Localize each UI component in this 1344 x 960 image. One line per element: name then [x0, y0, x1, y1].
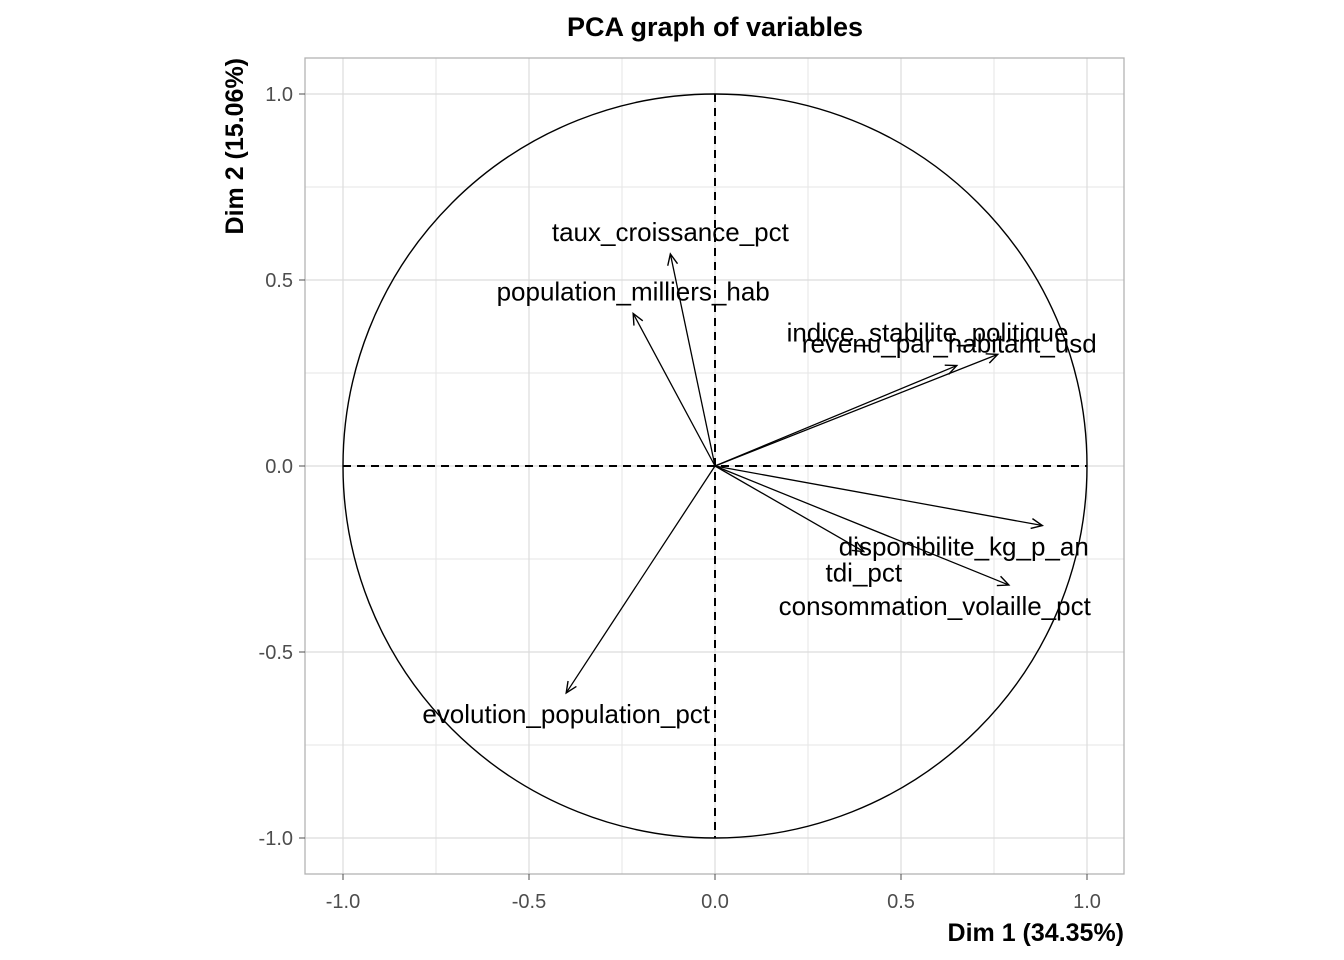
arrow-revenu-par-habitant-usd — [714, 364, 959, 467]
arrow-disponibilite-kg-p-an — [714, 465, 1045, 530]
label-tdi-pct: tdi_pct — [825, 558, 902, 588]
x-axis-title: Dim 1 (34.35%) — [948, 919, 1124, 947]
label-evolution-population-pct: evolution_population_pct — [422, 699, 710, 729]
x-tick-label: 0.5 — [887, 891, 915, 913]
arrow-taux-croissance-pct — [667, 252, 716, 467]
arrow-population-milliers-hab — [632, 311, 716, 467]
x-tick-label: -0.5 — [512, 891, 546, 913]
y-tick-label: 0.5 — [265, 270, 293, 292]
y-axis-ticks: -1.0 -0.5 0.0 0.5 1.0 — [259, 84, 305, 850]
y-tick-label: 0.0 — [265, 456, 293, 478]
arrow-evolution-population-pct — [565, 465, 716, 695]
variable-arrows — [565, 252, 1045, 695]
y-tick-label: 1.0 — [265, 84, 293, 106]
label-population-milliers-hab: population_milliers_hab — [497, 276, 770, 306]
y-tick-label: -0.5 — [259, 642, 293, 664]
x-tick-label: 0.0 — [701, 891, 729, 913]
x-tick-label: -1.0 — [326, 891, 360, 913]
label-indice-stabilite-politique: indice_stabilite_politique — [787, 317, 1069, 347]
arrow-consommation-volaille-pct — [714, 465, 1011, 587]
label-taux-croissance-pct: taux_croissance_pct — [552, 217, 790, 247]
x-axis-ticks: -1.0 -0.5 0.0 0.5 1.0 — [326, 874, 1101, 913]
x-tick-label: 1.0 — [1073, 891, 1101, 913]
arrow-tdi-pct — [714, 465, 866, 553]
y-axis-title: Dim 2 (15.06%) — [221, 58, 249, 234]
label-disponibilite-kg-p-an: disponibilite_kg_p_an — [839, 532, 1089, 562]
label-consommation-volaille-pct: consommation_volaille_pct — [779, 591, 1092, 621]
chart-title: PCA graph of variables — [567, 12, 863, 42]
variable-labels: taux_croissance_pct population_milliers_h… — [422, 217, 1096, 729]
label-revenu-par-habitant-usd: revenu_par_habitant_usd — [802, 329, 1097, 359]
y-tick-label: -1.0 — [259, 828, 293, 850]
